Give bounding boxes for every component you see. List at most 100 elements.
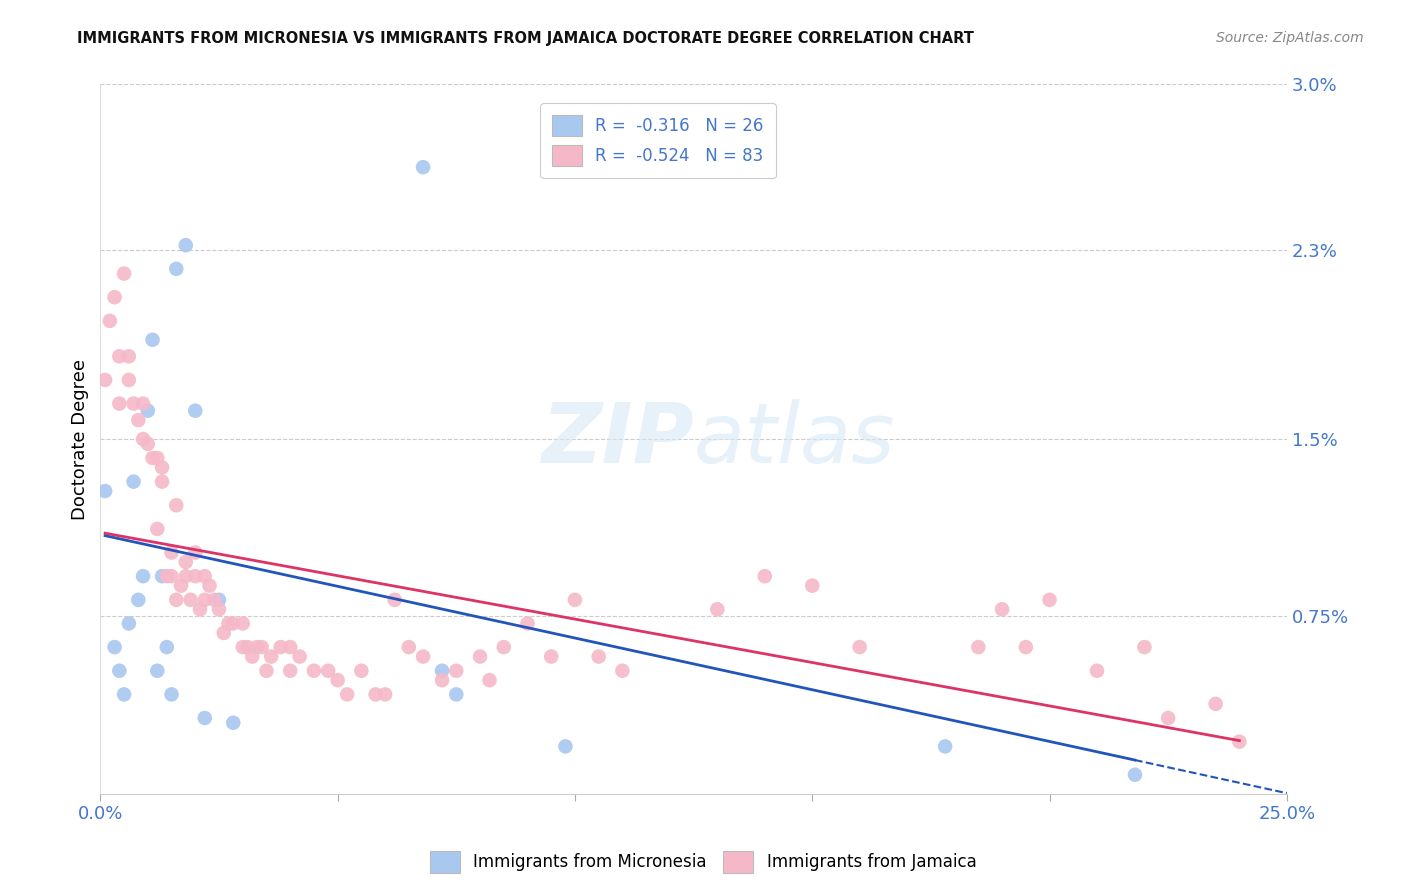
Point [112,687,135,701]
Point [112,267,135,281]
Point [184,569,207,583]
Point [127,592,149,607]
Point [108,349,131,363]
Point [1123,768,1146,782]
Y-axis label: Doctorate Degree: Doctorate Degree [72,359,89,519]
Point [98,314,121,328]
Point [146,664,169,678]
Point [108,664,131,678]
Point [478,673,501,688]
Point [174,238,197,252]
Point [103,640,125,654]
Point [554,739,576,754]
Point [142,450,165,465]
Point [967,640,990,654]
Point [350,664,373,678]
Point [94,484,117,499]
Point [198,579,221,593]
Point [706,602,728,616]
Point [127,413,149,427]
Point [1227,734,1250,748]
Legend: Immigrants from Micronesia, Immigrants from Jamaica: Immigrants from Micronesia, Immigrants f… [423,845,983,880]
Point [412,160,434,174]
Point [754,569,776,583]
Point [412,649,434,664]
Point [374,687,396,701]
Point [103,290,125,304]
Point [246,640,269,654]
Point [222,616,245,631]
Point [278,640,301,654]
Point [146,522,169,536]
Point [250,640,273,654]
Point [184,403,207,417]
Point [202,592,225,607]
Point [174,555,197,569]
Point [801,579,824,593]
Point [612,664,634,678]
Text: ZIP: ZIP [541,399,693,480]
Point [236,640,259,654]
Point [194,592,217,607]
Point [180,592,202,607]
Point [316,664,339,678]
Point [398,640,420,654]
Point [302,664,325,678]
Point [468,649,491,664]
Point [260,649,283,664]
Point [150,460,173,475]
Point [156,640,179,654]
Point [1205,697,1227,711]
Point [118,616,141,631]
Point [212,626,235,640]
Point [132,569,155,583]
Point [1157,711,1180,725]
Point [446,664,468,678]
Point [165,261,187,276]
Text: IMMIGRANTS FROM MICRONESIA VS IMMIGRANTS FROM JAMAICA DOCTORATE DEGREE CORRELATI: IMMIGRANTS FROM MICRONESIA VS IMMIGRANTS… [77,31,974,46]
Point [326,673,349,688]
Point [430,664,453,678]
Point [232,640,254,654]
Point [160,687,183,701]
Point [108,396,131,410]
Point [1038,592,1060,607]
Point [122,396,145,410]
Point [150,569,173,583]
Point [146,450,169,465]
Point [256,664,278,678]
Point [364,687,387,701]
Point [240,649,263,664]
Point [118,373,141,387]
Point [194,569,217,583]
Point [336,687,359,701]
Point [122,475,145,489]
Point [118,349,141,363]
Point [278,664,301,678]
Point [848,640,870,654]
Point [184,545,207,559]
Point [132,432,155,446]
Point [150,475,173,489]
Point [288,649,311,664]
Point [588,649,610,664]
Point [991,602,1014,616]
Point [160,545,183,559]
Point [492,640,515,654]
Point [165,592,187,607]
Legend: R =  -0.316   N = 26, R =  -0.524   N = 83: R = -0.316 N = 26, R = -0.524 N = 83 [540,103,776,178]
Point [1015,640,1038,654]
Point [218,616,240,631]
Point [174,569,197,583]
Point [446,687,468,701]
Point [208,592,231,607]
Point [194,711,217,725]
Point [136,437,159,451]
Point [132,396,155,410]
Point [156,569,179,583]
Point [165,498,187,512]
Point [142,333,165,347]
Text: Source: ZipAtlas.com: Source: ZipAtlas.com [1216,31,1364,45]
Point [516,616,538,631]
Point [170,579,193,593]
